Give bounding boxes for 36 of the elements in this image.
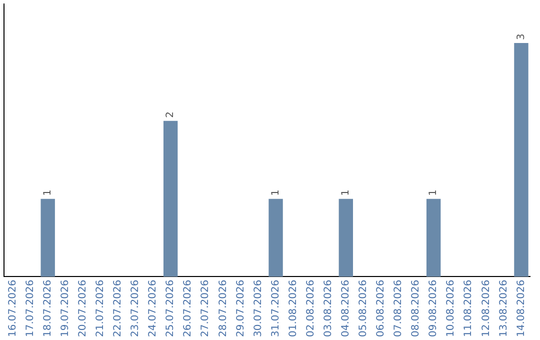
x-tick-label: 03.08.2026: [322, 280, 334, 338]
x-tick-label: 01.08.2026: [288, 280, 299, 338]
x-tick-label: 13.08.2026: [498, 280, 510, 338]
x-tick-label: 12.08.2026: [480, 280, 492, 338]
data-label: 1: [270, 189, 282, 196]
x-tick-label: 16.07.2026: [7, 280, 18, 338]
x-tick-label: 21.07.2026: [95, 280, 106, 338]
x-tick-label: 24.07.2026: [148, 280, 159, 338]
x-tick-label: 28.07.2026: [218, 280, 229, 338]
x-tick-label: 05.08.2026: [358, 280, 370, 338]
x-tick-label: 23.07.2026: [130, 280, 142, 338]
x-tick-label: 02.08.2026: [305, 280, 316, 338]
x-tick-label: 20.07.2026: [77, 280, 88, 338]
x-tick-label: 30.07.2026: [252, 280, 264, 338]
x-tick-label: 22.07.2026: [112, 280, 124, 338]
data-label: 2: [165, 112, 176, 118]
x-tick-label: 14.08.2026: [516, 280, 527, 338]
x-tick-label: 31.07.2026: [270, 280, 282, 338]
data-label: 3: [516, 34, 527, 40]
x-tick-label: 26.07.2026: [182, 280, 194, 338]
data-label: 1: [340, 189, 352, 196]
data-label: 1: [42, 189, 54, 196]
x-tick-label: 09.08.2026: [428, 280, 440, 338]
x-tick-label: 17.07.2026: [24, 280, 36, 338]
x-tick-label: 07.08.2026: [393, 280, 404, 338]
x-tick-label: 27.07.2026: [200, 280, 212, 338]
x-tick-label: 04.08.2026: [340, 280, 352, 338]
x-tick-label: 29.07.2026: [235, 280, 246, 338]
x-tick-label: 11.08.2026: [463, 280, 474, 338]
x-tick-label: 08.08.2026: [410, 280, 422, 338]
x-tick-label: 25.07.2026: [165, 280, 176, 338]
x-tick-label: 06.08.2026: [376, 280, 387, 338]
x-tick-label: 18.07.2026: [42, 280, 54, 338]
data-label: 1: [428, 189, 440, 196]
x-tick-label: 10.08.2026: [446, 280, 457, 338]
x-tick-label: 19.07.2026: [60, 280, 71, 338]
